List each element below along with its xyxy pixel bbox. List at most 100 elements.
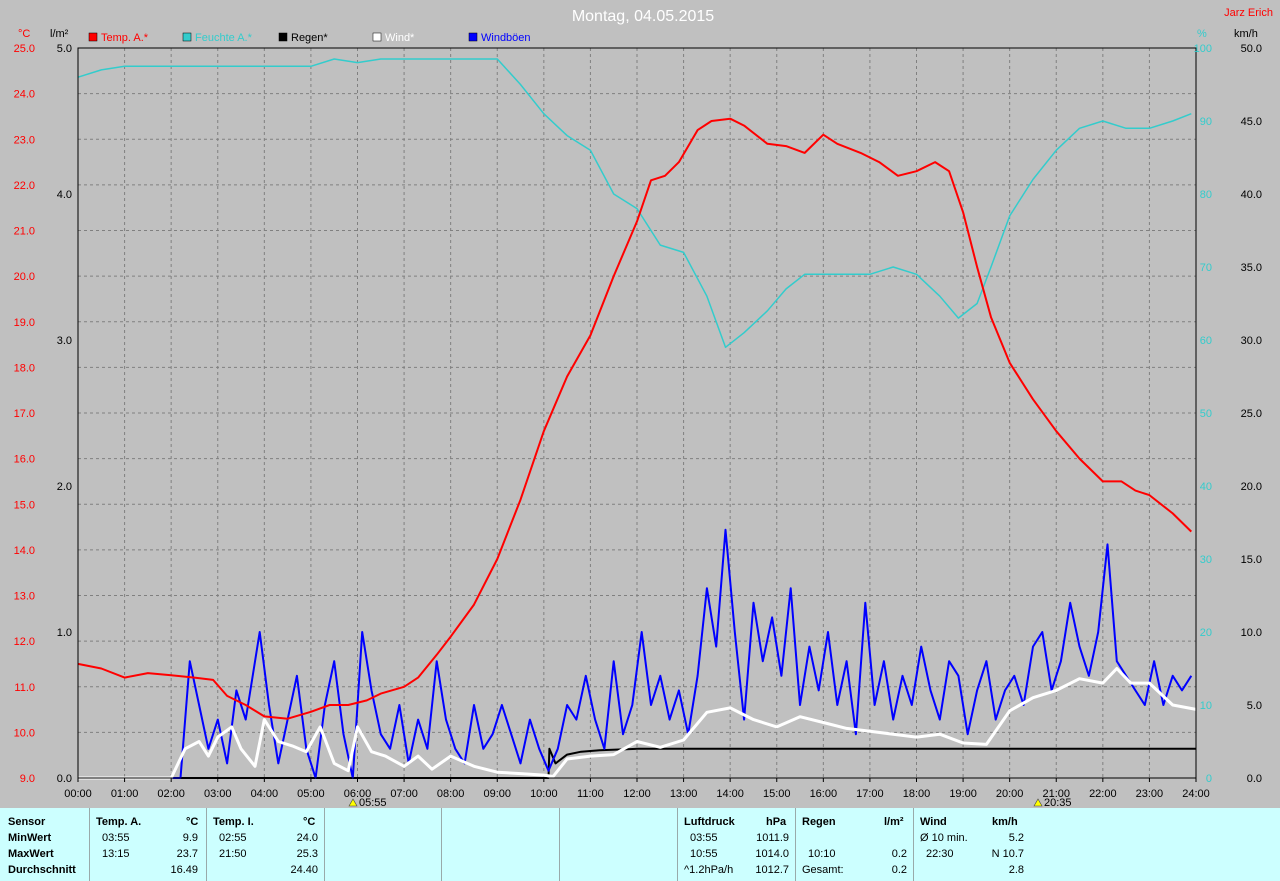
wind-tick-label: 0.0 (1247, 773, 1262, 785)
temp-tick-label: 14.0 (14, 545, 35, 557)
temp-axis-unit: °C (18, 28, 30, 40)
stats-temp-i-avg-value: 24.40 (290, 864, 318, 876)
wind-tick-label: 35.0 (1241, 262, 1262, 274)
wind-tick-label: 30.0 (1241, 335, 1262, 347)
legend-label-humidity: Feuchte A.* (195, 32, 253, 44)
stats-wind-avg-value: 2.8 (1008, 864, 1024, 876)
stats-temp-a-min-time: 03:55 (102, 832, 130, 844)
stats-col-wind: Wind km/h Ø 10 min. 5.2 22:30 N 10.7 2.8 (913, 808, 1030, 881)
legend-label-gust: Windböen (481, 32, 531, 44)
humidity-axis-unit: % (1197, 28, 1207, 40)
stats-rain-total-label: Gesamt: (802, 864, 844, 876)
stats-temp-i-min-time: 02:55 (219, 832, 247, 844)
temp-tick-label: 13.0 (14, 591, 35, 603)
legend-swatch-temp (88, 32, 98, 42)
wind-axis-unit: km/h (1234, 28, 1258, 40)
temp-tick-label: 15.0 (14, 499, 35, 511)
time-tick-label: 17:00 (856, 788, 884, 800)
time-tick-label: 23:00 (1136, 788, 1164, 800)
legend-swatch-rain (278, 32, 288, 42)
stats-col-sensor: Sensor MinWert MaxWert Durchschnitt (0, 808, 88, 881)
stats-temp-a-max-value: 23.7 (176, 848, 198, 860)
time-tick-label: 07:00 (390, 788, 418, 800)
temp-tick-label: 11.0 (14, 682, 35, 694)
time-tick-label: 10:00 (530, 788, 558, 800)
wind-tick-label: 25.0 (1241, 408, 1262, 420)
time-tick-label: 06:00 (344, 788, 372, 800)
time-tick-label: 02:00 (157, 788, 185, 800)
humidity-tick-label: 50 (1200, 408, 1212, 420)
stats-wind-unit: km/h (992, 816, 1018, 828)
rain-axis-unit: l/m² (50, 28, 69, 40)
stats-col-rain: Regen l/m² 10:10 0.2 Gesamt: 0.2 (795, 808, 913, 881)
stats-pressure-min-value: 1011.9 (756, 832, 789, 844)
wind-series-line (78, 667, 1197, 780)
stats-rain-max-time: 10:10 (808, 848, 836, 860)
humidity-tick-label: 100 (1194, 43, 1212, 55)
rain-tick-label: 3.0 (57, 335, 72, 347)
rain-tick-label: 2.0 (57, 481, 72, 493)
rain-tick-label: 0.0 (57, 773, 72, 785)
humidity-series-line (77, 58, 1192, 349)
temp-tick-label: 10.0 (14, 727, 35, 739)
stats-sensor-head: Sensor (8, 816, 46, 828)
humidity-tick-label: 30 (1200, 554, 1212, 566)
gust-series-line (78, 528, 1193, 779)
stats-pressure-avg-value: 1012.7 (755, 864, 789, 876)
temp-tick-label: 19.0 (14, 317, 35, 329)
temp-tick-label: 20.0 (14, 271, 35, 283)
temp-tick-label: 25.0 (14, 43, 35, 55)
stats-temp-i-max-time: 21:50 (219, 848, 247, 860)
stats-temp-i-min-value: 24.0 (296, 832, 318, 844)
axis-ticks: 9.0 10.0 11.0 12.0 13.0 14.0 15.0 16.0 17.0 18.0 1… (14, 43, 1262, 800)
wind-tick-label: 45.0 (1241, 116, 1262, 128)
stats-temp-i-max-value: 25.3 (296, 848, 318, 860)
stats-pressure-trend: ^1.2hPa/h (684, 864, 734, 876)
sunrise-time: 05:55 (359, 797, 387, 808)
stats-temp-a-max-time: 13:15 (102, 848, 130, 860)
humidity-tick-label: 80 (1200, 189, 1212, 201)
rain-tick-label: 1.0 (57, 627, 72, 639)
wind-tick-label: 10.0 (1241, 627, 1262, 639)
stats-temp-i-unit: °C (303, 816, 316, 828)
legend-label-wind: Wind* (385, 32, 415, 44)
stats-col-empty-1 (324, 808, 441, 881)
time-tick-label: 21:00 (1042, 788, 1070, 800)
temp-tick-label: 21.0 (14, 226, 35, 238)
stats-temp-a-min-value: 9.9 (182, 832, 198, 844)
legend-label-temp: Temp. A.* (101, 32, 149, 44)
stats-pressure-min-time: 03:55 (690, 832, 718, 844)
stats-rain-max-value: 0.2 (891, 848, 907, 860)
sunset-icon (1033, 798, 1043, 807)
time-tick-label: 03:00 (204, 788, 232, 800)
chart-title: Montag, 04.05.2015 (572, 8, 714, 25)
time-tick-label: 15:00 (763, 788, 791, 800)
humidity-tick-label: 20 (1200, 627, 1212, 639)
stats-col-pressure: Luftdruck hPa 03:55 1011.9 10:55 1014.0 … (677, 808, 795, 881)
stats-temp-a-avg-value: 16.49 (170, 864, 198, 876)
temp-tick-label: 23.0 (14, 134, 35, 146)
time-tick-label: 18:00 (903, 788, 931, 800)
rain-tick-label: 4.0 (57, 189, 72, 201)
humidity-tick-label: 90 (1200, 116, 1212, 128)
time-tick-label: 20:00 (996, 788, 1024, 800)
wind-tick-label: 15.0 (1241, 554, 1262, 566)
stats-pressure-max-value: 1014.0 (755, 848, 789, 860)
wind-tick-label: 5.0 (1247, 700, 1262, 712)
time-tick-label: 11:00 (577, 788, 604, 800)
time-tick-label: 19:00 (949, 788, 977, 800)
legend: Temp. A.* Feuchte A.* Regen* Wind* Windb… (88, 32, 531, 44)
time-tick-label: 04:00 (251, 788, 279, 800)
stats-temp-i-head: Temp. I. (213, 816, 254, 828)
legend-swatch-humidity (182, 32, 192, 42)
stats-pressure-unit: hPa (766, 816, 787, 828)
stats-pressure-head: Luftdruck (684, 816, 735, 828)
stats-rain-total-value: 0.2 (891, 864, 907, 876)
temp-tick-label: 18.0 (14, 362, 35, 374)
stats-col-empty-3 (559, 808, 677, 881)
temp-tick-label: 12.0 (14, 636, 35, 648)
stats-rain-unit: l/m² (884, 816, 904, 828)
humidity-tick-label: 70 (1200, 262, 1212, 274)
humidity-tick-label: 40 (1200, 481, 1212, 493)
stats-panel: Sensor MinWert MaxWert Durchschnitt Temp… (0, 808, 1280, 881)
